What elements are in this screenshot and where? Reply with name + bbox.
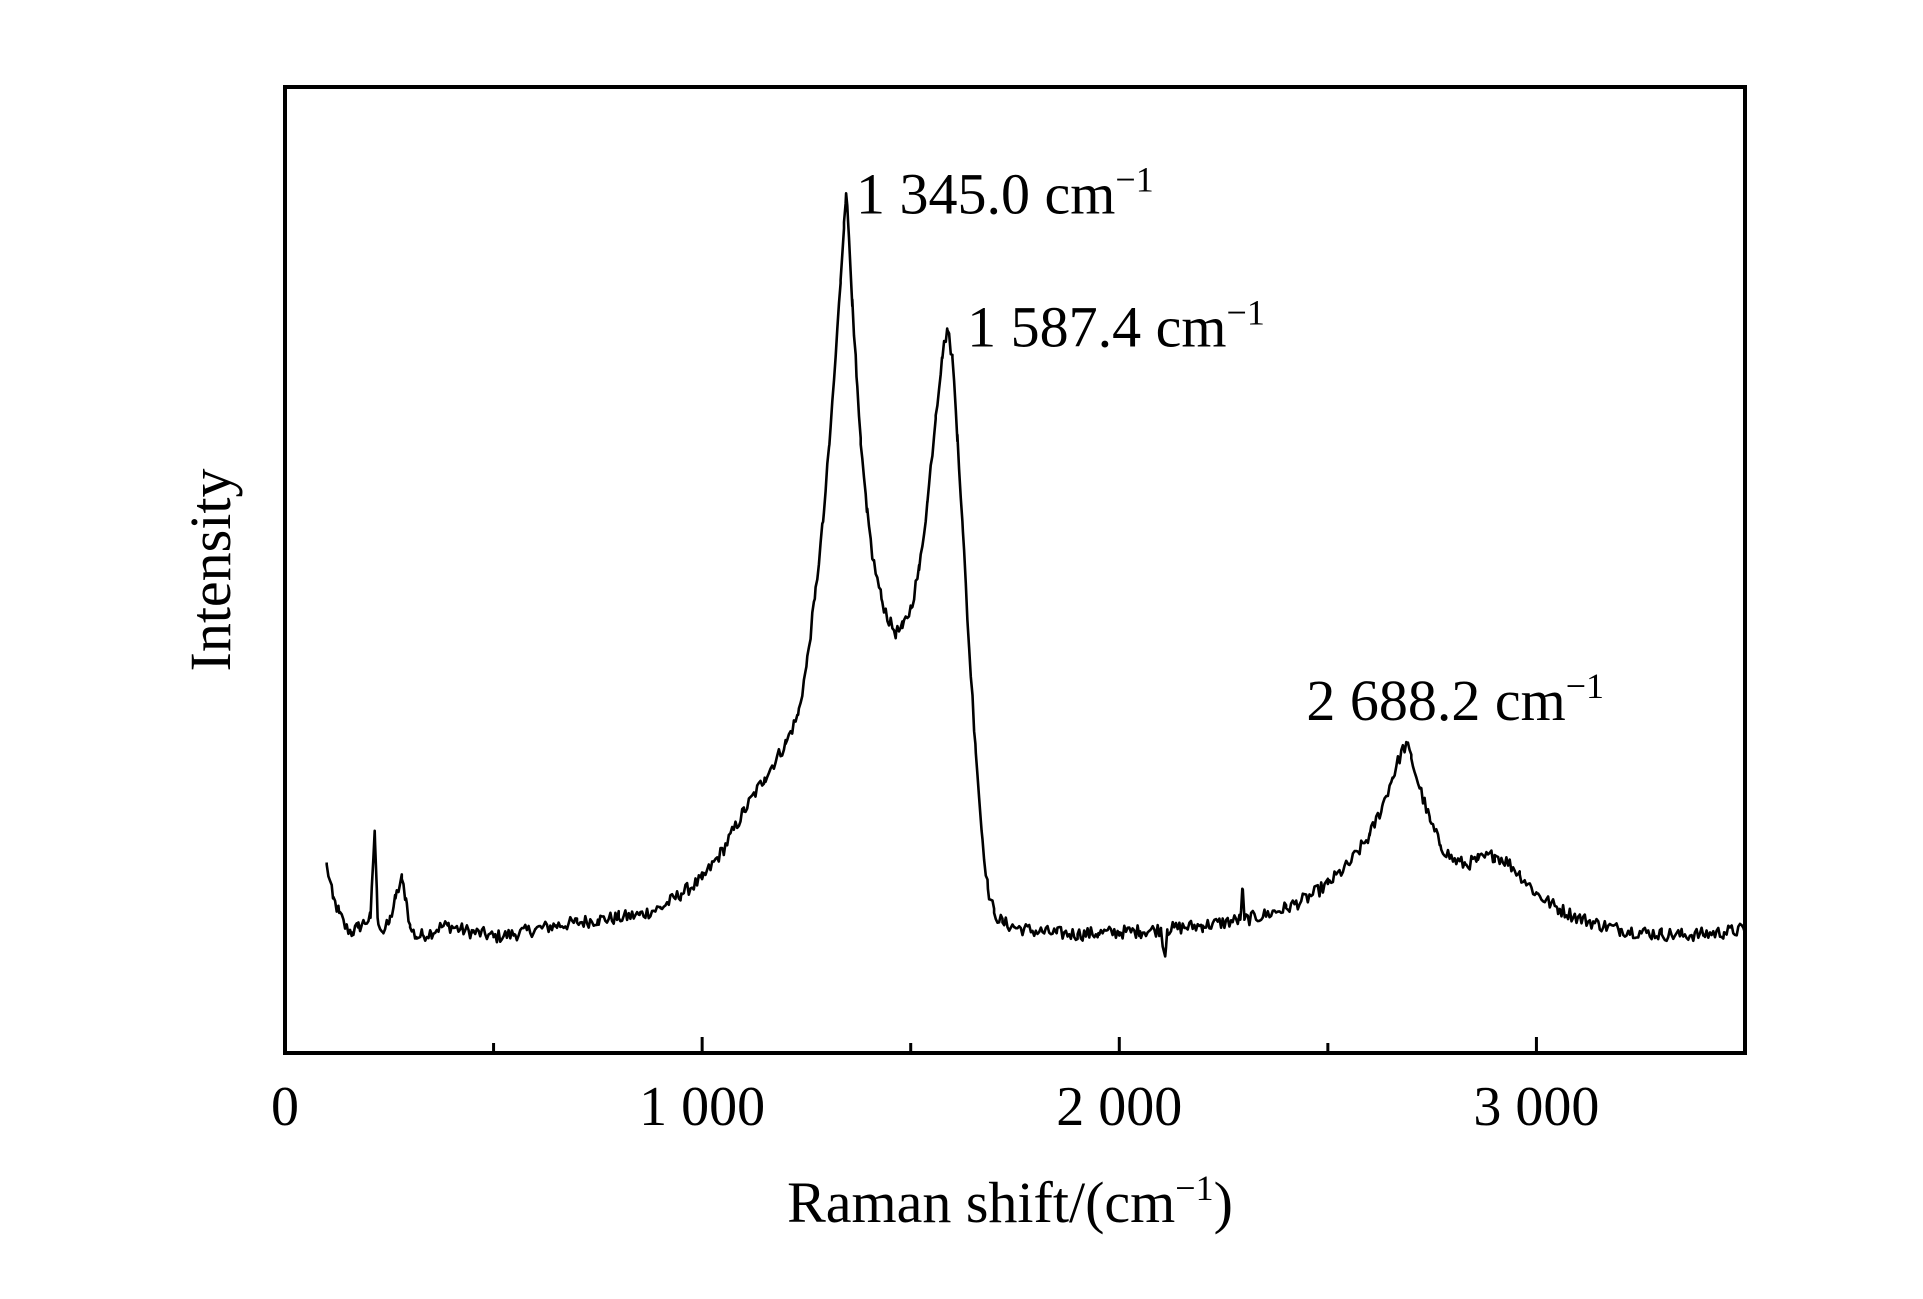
- x-tick-label-0: 0: [271, 1076, 299, 1138]
- peak-label-2: 2 688.2 cm−1: [1306, 666, 1604, 733]
- x-tick-label-3: 3 000: [1473, 1076, 1599, 1138]
- series-group: [325, 192, 1747, 958]
- peak-annotations: 1 345.0 cm−1 1 587.4 cm−1 2 688.2 cm−1: [856, 159, 1604, 733]
- plot-frame: [283, 85, 1747, 1055]
- x-axis-title: Raman shift/(cm−1): [787, 1168, 1233, 1235]
- x-axis-tick-labels: 0 1 000 2 000 3 000: [271, 1076, 1599, 1138]
- x-axis-ticks: [283, 1037, 1538, 1053]
- y-axis-title: Intensity: [178, 469, 243, 672]
- peak-label-0: 1 345.0 cm−1: [856, 159, 1154, 226]
- x-tick-label-2: 2 000: [1056, 1076, 1182, 1138]
- spectrum-line-0: [325, 192, 1747, 958]
- peak-label-1: 1 587.4 cm−1: [967, 293, 1265, 360]
- x-tick-label-1: 1 000: [639, 1076, 765, 1138]
